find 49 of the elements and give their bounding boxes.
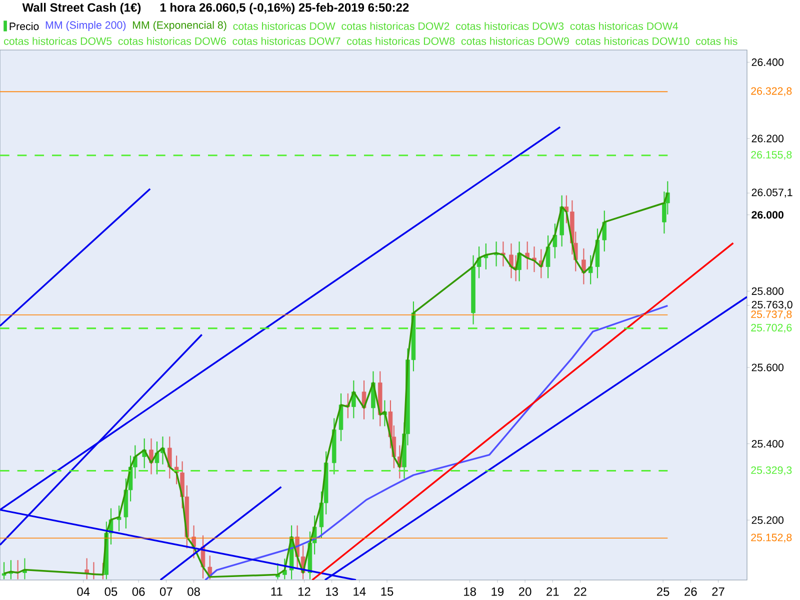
text: cotas historicas DOW3 [456, 22, 564, 30]
text: cotas historicas DOW8 [347, 37, 455, 45]
x-tick-label: 08 [188, 587, 200, 596]
x-tick-label: 13 [326, 587, 338, 596]
y-tick-label: 26.000 [752, 211, 784, 219]
x-tick-label: 18 [464, 587, 476, 596]
text: MM (Exponencial 8) [132, 21, 226, 31]
text: cotas historicas DOW4 [570, 22, 678, 30]
y-tick-label: 26.200 [752, 134, 784, 142]
x-tick-label: 25 [656, 587, 670, 596]
ref-line-label: 25.702,6 [751, 324, 792, 333]
ref-line-label: 26.322,8 [751, 87, 792, 96]
x-tick-label: 04 [77, 587, 90, 596]
x-tick-label: 27 [712, 587, 724, 596]
ref-line-label: 25.329,3 [751, 466, 792, 476]
text: cotas historicas DOW2 [342, 22, 450, 30]
text: cotas his [696, 37, 738, 45]
text: MM (Simple 200) [46, 21, 126, 31]
text: cotas historicas DOW7 [232, 37, 340, 45]
y-tick-label: 25.400 [752, 440, 784, 448]
y-tick-label: 26.400 [752, 58, 784, 66]
text: cotas historicas DOW [233, 22, 336, 30]
x-tick-label: 12 [298, 587, 310, 596]
x-tick-label: 05 [104, 587, 118, 596]
ref-line-label: 26.155,8 [751, 150, 792, 160]
y-tick-label: 25.800 [752, 287, 784, 295]
chart-subtitle: 1 hora 26.060,5 (-0,16%) 25-feb-2019 6:50:22 [160, 2, 409, 14]
y-tick-label: 25.200 [752, 516, 784, 524]
x-tick-label: 15 [381, 587, 394, 596]
x-tick-label: 07 [160, 587, 172, 596]
x-tick-label: 21 [546, 587, 559, 596]
text: cotas historicas DOW9 [461, 37, 569, 45]
y-tick-label: 26.057,1 [752, 188, 792, 198]
legend-label: Precio [10, 22, 39, 30]
y-tick-label: 25.600 [752, 364, 784, 372]
text: cotas historicas DOW5 [4, 37, 112, 45]
x-tick-label: 22 [574, 587, 586, 596]
text: cotas historicas DOW6 [118, 37, 226, 45]
x-tick-label: 26 [684, 587, 697, 596]
x-tick-label: 06 [132, 587, 145, 596]
chart-title: Wall Street Cash (1€) [22, 2, 141, 14]
x-tick-label: 11 [271, 587, 282, 596]
ref-line-label: 25.737,8 [751, 310, 792, 320]
text: cotas historicas DOW10 [576, 37, 690, 45]
y-tick-label: 25.763,0 [752, 300, 792, 310]
ref-line-label: 25.152,8 [751, 534, 792, 543]
x-tick-label: 20 [518, 587, 532, 596]
x-tick-label: 14 [354, 587, 366, 596]
x-tick-label: 19 [492, 587, 504, 596]
